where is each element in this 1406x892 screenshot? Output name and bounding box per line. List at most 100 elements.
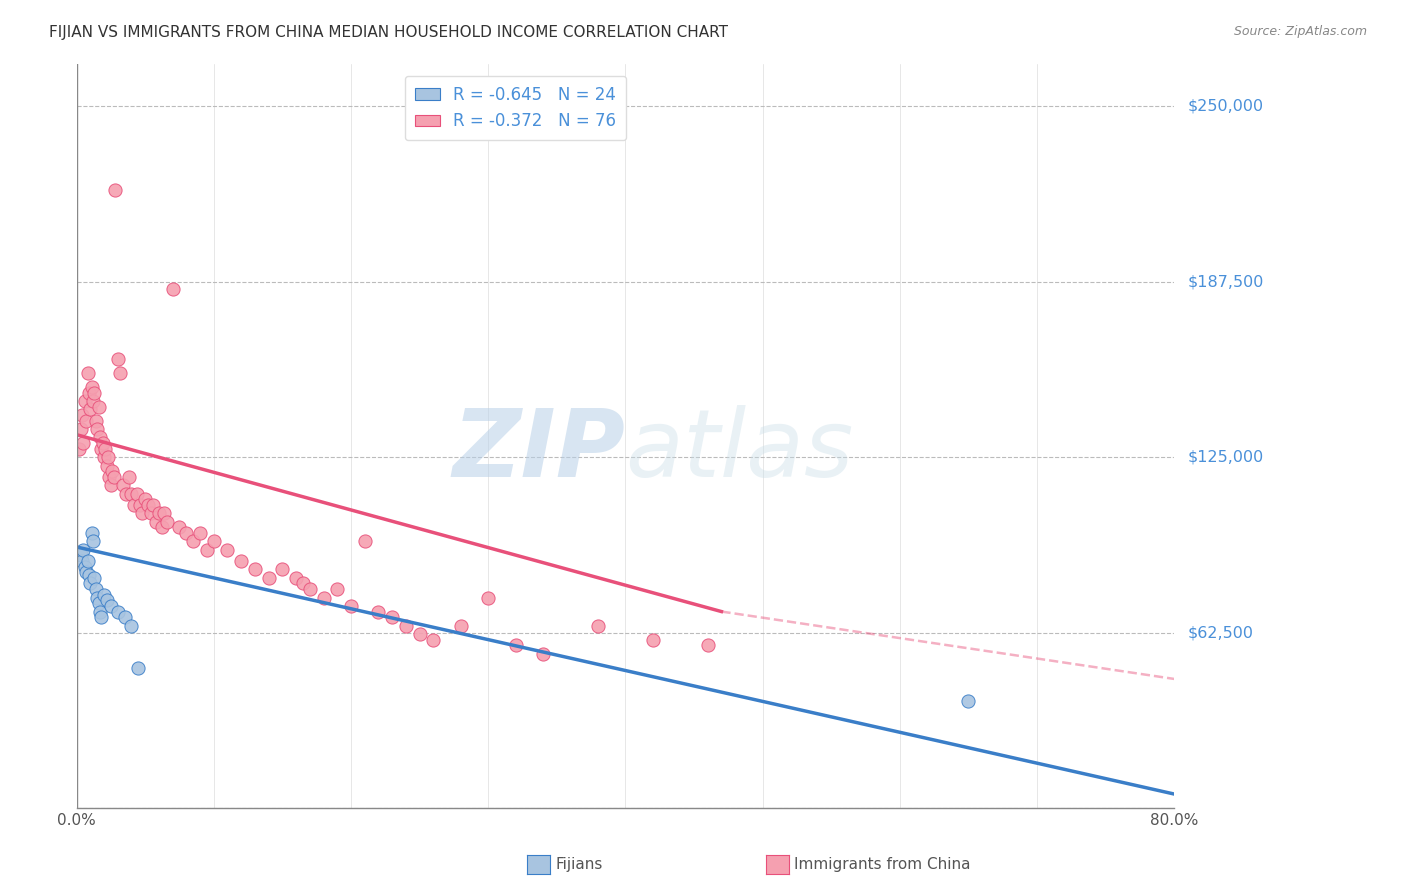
Point xyxy=(77,385,100,400)
Point xyxy=(84,414,107,428)
Point xyxy=(107,351,129,366)
Point xyxy=(93,588,115,602)
Point xyxy=(87,400,110,414)
Point xyxy=(243,562,266,576)
Point xyxy=(169,520,191,534)
Point xyxy=(450,618,472,632)
Point xyxy=(86,591,108,605)
Point xyxy=(91,436,114,450)
Text: Source: ZipAtlas.com: Source: ZipAtlas.com xyxy=(1233,25,1367,38)
Point xyxy=(72,542,94,557)
Point xyxy=(90,442,112,456)
Point xyxy=(107,605,129,619)
Point xyxy=(110,366,132,380)
Point xyxy=(94,442,117,456)
Point xyxy=(112,478,135,492)
Text: atlas: atlas xyxy=(626,406,853,497)
Text: Fijians: Fijians xyxy=(555,857,603,872)
Point xyxy=(285,571,308,585)
Point xyxy=(120,486,142,500)
Point xyxy=(67,442,90,456)
Point xyxy=(641,632,664,647)
Point xyxy=(128,498,150,512)
Legend: R = -0.645   N = 24, R = -0.372   N = 76: R = -0.645 N = 24, R = -0.372 N = 76 xyxy=(405,76,626,140)
Point xyxy=(101,464,124,478)
Point xyxy=(408,627,430,641)
Point xyxy=(70,408,93,422)
Point xyxy=(80,525,103,540)
Point xyxy=(195,542,218,557)
Point xyxy=(100,599,122,613)
Point xyxy=(422,632,444,647)
Point xyxy=(586,618,609,632)
Point xyxy=(76,554,98,568)
Point xyxy=(77,568,100,582)
Point xyxy=(696,638,718,652)
Point xyxy=(73,559,96,574)
Point xyxy=(148,506,170,520)
Point xyxy=(89,605,111,619)
Point xyxy=(176,525,198,540)
Point xyxy=(153,506,176,520)
Point xyxy=(142,498,165,512)
Point xyxy=(70,554,93,568)
Point xyxy=(75,414,97,428)
Point xyxy=(87,596,110,610)
Point xyxy=(82,394,104,409)
Point xyxy=(69,549,91,563)
Point xyxy=(181,534,204,549)
Point xyxy=(134,492,156,507)
Point xyxy=(298,582,321,596)
Point xyxy=(114,610,136,624)
Text: $125,000: $125,000 xyxy=(1188,450,1264,465)
Point xyxy=(127,661,149,675)
Point xyxy=(353,534,375,549)
Point xyxy=(231,554,253,568)
Point xyxy=(271,562,294,576)
Point xyxy=(395,618,418,632)
Point xyxy=(136,498,159,512)
Point xyxy=(69,422,91,436)
Point xyxy=(89,430,111,444)
Point xyxy=(118,470,141,484)
Point xyxy=(79,402,101,417)
Point xyxy=(100,478,122,492)
Point xyxy=(96,593,118,607)
Text: $62,500: $62,500 xyxy=(1188,625,1254,640)
Point xyxy=(72,436,94,450)
Point xyxy=(98,470,121,484)
Point xyxy=(217,542,239,557)
Point xyxy=(291,576,314,591)
Point xyxy=(367,605,389,619)
Point xyxy=(75,566,97,580)
Point xyxy=(188,525,211,540)
Point xyxy=(957,694,980,708)
Point xyxy=(83,571,105,585)
Point xyxy=(83,385,105,400)
Point xyxy=(104,183,127,197)
Point xyxy=(531,647,554,661)
Point xyxy=(202,534,225,549)
Point xyxy=(86,422,108,436)
Text: FIJIAN VS IMMIGRANTS FROM CHINA MEDIAN HOUSEHOLD INCOME CORRELATION CHART: FIJIAN VS IMMIGRANTS FROM CHINA MEDIAN H… xyxy=(49,25,728,40)
Text: Immigrants from China: Immigrants from China xyxy=(794,857,972,872)
Text: $187,500: $187,500 xyxy=(1188,274,1264,289)
Point xyxy=(125,486,148,500)
Point xyxy=(477,591,499,605)
Point xyxy=(84,582,107,596)
Point xyxy=(150,520,173,534)
Text: $250,000: $250,000 xyxy=(1188,99,1264,113)
Point xyxy=(145,515,167,529)
Point xyxy=(120,618,142,632)
Point xyxy=(115,486,138,500)
Point xyxy=(82,534,104,549)
Point xyxy=(122,498,145,512)
Point xyxy=(381,610,404,624)
Point xyxy=(505,638,527,652)
Point xyxy=(139,506,162,520)
Point xyxy=(93,450,115,464)
Point xyxy=(326,582,349,596)
Point xyxy=(312,591,335,605)
Point xyxy=(90,610,112,624)
Point xyxy=(96,458,118,473)
